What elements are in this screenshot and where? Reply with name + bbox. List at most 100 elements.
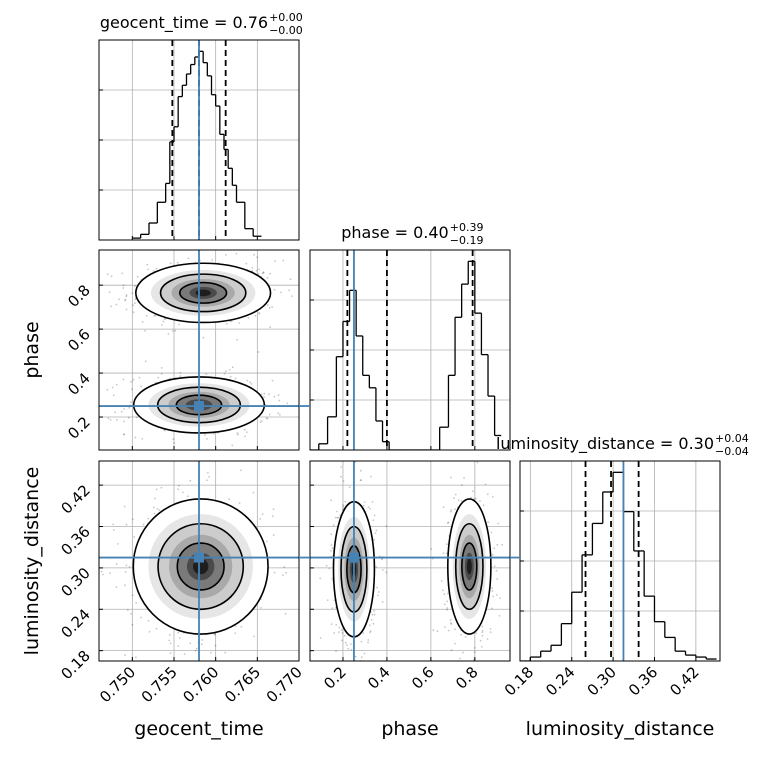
truth-marker-luminosity_distance|geocent_time	[194, 552, 204, 563]
sample-point	[157, 376, 160, 379]
title-median-luminosity_distance: 0.30	[678, 434, 714, 453]
sample-point	[491, 590, 494, 592]
sample-point	[368, 624, 371, 627]
sample-point	[224, 370, 227, 373]
sample-point	[235, 252, 238, 255]
xtick-label-phase-2: 0.6	[408, 663, 438, 693]
sample-point	[463, 477, 465, 479]
panel-frame-pair-phase|geocent_time	[98, 249, 300, 451]
sample-point	[108, 291, 111, 294]
sample-point	[273, 288, 276, 291]
sample-point	[205, 373, 208, 375]
sample-point	[168, 377, 171, 380]
sample-point	[258, 312, 261, 315]
sample-point	[257, 312, 260, 314]
sample-point	[172, 438, 175, 440]
sample-point	[141, 321, 144, 323]
ytick-label-luminosity_distance-4: 0.42	[57, 481, 93, 517]
sample-point	[340, 629, 343, 631]
sample-point	[252, 491, 255, 494]
sample-point	[131, 388, 133, 391]
sample-point	[375, 529, 378, 532]
sample-point	[479, 500, 481, 502]
sample-point	[204, 434, 206, 436]
sample-point	[154, 497, 156, 500]
sample-point	[117, 543, 119, 545]
sample-point	[179, 375, 182, 377]
sample-point	[272, 534, 275, 536]
sample-point	[490, 531, 493, 534]
sample-point	[347, 647, 350, 650]
sample-point	[447, 629, 450, 632]
sample-point	[234, 625, 237, 628]
sample-point	[492, 595, 495, 598]
sample-point	[135, 656, 137, 659]
sample-point	[369, 507, 371, 510]
title-median-geocent_time: 0.76	[232, 13, 268, 32]
hist-panel-luminosity_distance	[520, 461, 720, 661]
sample-point	[118, 298, 120, 301]
sample-point	[272, 508, 275, 511]
xtick-label-luminosity_distance-3: 0.36	[625, 663, 661, 699]
sample-point	[377, 594, 379, 597]
sample-point	[155, 627, 158, 630]
sample-point	[447, 592, 449, 595]
sample-point	[195, 647, 198, 650]
sample-point	[370, 475, 372, 478]
sample-point	[340, 475, 342, 478]
sample-point	[135, 416, 138, 419]
sample-point	[335, 650, 337, 652]
xtick-label-luminosity_distance-0: 0.18	[501, 663, 537, 699]
sample-point	[367, 506, 370, 508]
title-eq-phase: =	[390, 223, 414, 242]
sample-point	[288, 289, 290, 292]
sample-point	[381, 558, 383, 561]
sample-point	[345, 641, 347, 644]
sample-point	[338, 626, 341, 629]
xtick-label-geocent_time-2: 0.760	[179, 663, 222, 706]
sample-point	[261, 513, 264, 516]
sample-point	[342, 504, 345, 506]
sample-point	[163, 318, 166, 320]
sample-point	[342, 480, 345, 482]
sample-point	[457, 499, 460, 501]
panel-frame-hist-geocent_time	[98, 39, 300, 241]
panel-frame-hist-phase	[309, 249, 511, 451]
sample-point	[328, 567, 331, 570]
title-minus-geocent_time: −0.00	[269, 24, 303, 37]
sample-point	[125, 564, 128, 567]
panel-title-phase: phase = 0.40 +0.39−0.19	[341, 221, 483, 247]
sample-point	[261, 272, 264, 275]
sample-point	[269, 272, 271, 275]
sample-point	[363, 501, 366, 503]
panel-title-luminosity_distance: luminosity_distance = 0.30 +0.04−0.04	[496, 432, 749, 458]
sample-point	[372, 622, 375, 625]
title-name-geocent_time: geocent_time	[100, 13, 209, 33]
sample-point	[334, 516, 337, 519]
sample-point	[331, 577, 334, 580]
sample-point	[178, 637, 181, 639]
sample-point	[245, 262, 248, 265]
xtick-label-luminosity_distance-1: 0.24	[542, 663, 578, 699]
sample-point	[461, 664, 463, 666]
sample-point	[511, 484, 513, 486]
sample-point	[122, 284, 125, 287]
sample-point	[212, 432, 215, 435]
sample-point	[208, 476, 211, 478]
sample-point	[277, 412, 280, 414]
sample-point	[283, 566, 286, 569]
sample-point	[177, 631, 180, 634]
sample-point	[449, 510, 452, 513]
sample-point	[259, 518, 262, 520]
sample-point	[330, 549, 332, 552]
ytick-label-phase-2: 0.6	[64, 325, 94, 355]
sample-point	[140, 385, 143, 388]
sample-point	[214, 644, 217, 647]
sample-point	[144, 360, 147, 363]
sample-point	[499, 597, 502, 599]
sample-point	[125, 295, 128, 298]
sample-point	[160, 367, 163, 369]
sample-point	[131, 292, 134, 295]
xtick-label-phase-1: 0.4	[364, 663, 394, 693]
sample-point	[450, 649, 453, 651]
